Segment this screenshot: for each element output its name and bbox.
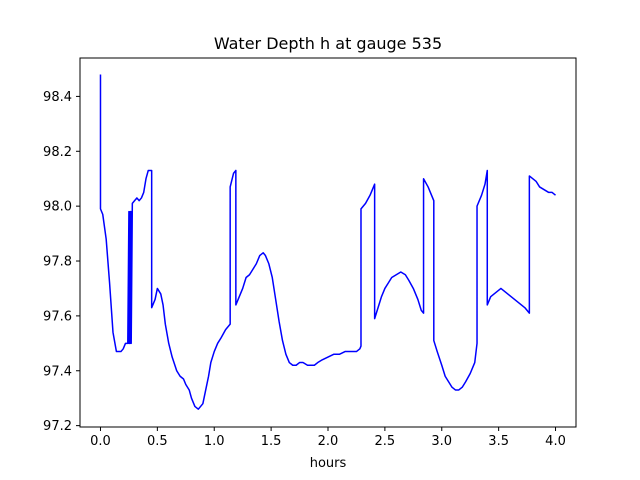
x-axis-ticks: 0.0 0.5 1.0 1.5 2.0 2.5 3.0 3.5 4.0	[90, 427, 566, 449]
x-tick-label: 1.5	[261, 434, 282, 449]
y-tick-label: 98.4	[43, 90, 72, 105]
x-tick-label: 2.0	[318, 434, 339, 449]
y-tick-label: 98.2	[43, 145, 72, 160]
x-tick-label: 0.0	[90, 434, 111, 449]
x-tick-label: 3.5	[488, 434, 509, 449]
y-tick-label: 97.4	[43, 364, 72, 379]
axes-frame	[79, 57, 577, 428]
plot-area	[99, 74, 556, 410]
y-axis-ticks: 97.2 97.4 97.6 97.8 98.0 98.2 98.4	[43, 90, 80, 434]
x-tick-label: 0.5	[147, 434, 168, 449]
x-tick-label: 4.0	[545, 434, 566, 449]
y-tick-label: 97.8	[43, 255, 72, 270]
chart-title: Water Depth h at gauge 535	[214, 34, 442, 53]
x-tick-label: 1.0	[204, 434, 225, 449]
y-tick-label: 97.2	[43, 419, 72, 434]
x-axis-label: hours	[310, 456, 347, 471]
x-tick-label: 3.0	[431, 434, 452, 449]
y-tick-label: 97.6	[43, 309, 72, 324]
x-tick-label: 2.5	[375, 434, 396, 449]
y-tick-label: 98.0	[43, 200, 72, 215]
series-line-0	[99, 74, 556, 410]
